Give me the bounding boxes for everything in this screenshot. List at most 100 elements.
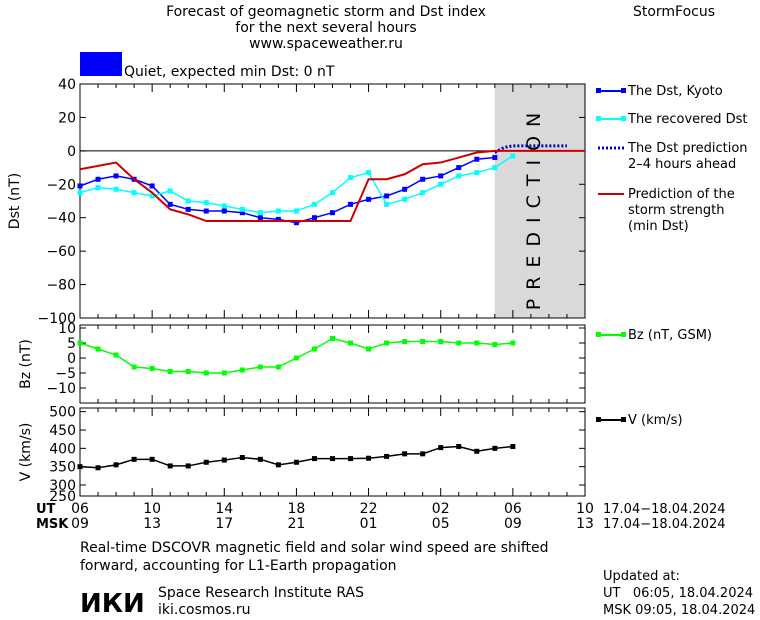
data-point-bz [77, 340, 83, 346]
data-point-kyoto [456, 165, 462, 171]
data-point-bz [311, 346, 317, 352]
data-point-recovered [420, 190, 426, 196]
institute-website: iki.cosmos.ru [158, 602, 250, 618]
y-tick-label: 20 [58, 110, 76, 126]
msk-tick-label: 21 [288, 516, 306, 532]
plot-frame [79, 407, 586, 497]
data-point-bz [257, 364, 263, 370]
data-point-kyoto [77, 183, 83, 189]
data-point-bz [330, 336, 335, 341]
y-tick-label: 350 [49, 460, 76, 476]
data-point-v [366, 455, 372, 461]
data-point-recovered [221, 203, 227, 209]
data-point-v [293, 459, 299, 465]
y-tick-label: 300 [49, 478, 76, 494]
data-point-bz [239, 367, 245, 373]
legend-marker-bz [596, 332, 601, 337]
legend-label-storm: (min Dst) [628, 219, 689, 234]
legend-marker-bz [621, 332, 626, 337]
legend-marker-v [596, 417, 601, 422]
data-point-recovered [348, 175, 354, 181]
y-tick-label: 450 [49, 423, 76, 439]
data-point-recovered [492, 165, 498, 171]
data-point-recovered [131, 190, 137, 196]
ut-tick-label: 02 [432, 501, 450, 517]
data-point-recovered [149, 193, 155, 199]
data-point-kyoto [311, 215, 317, 221]
data-point-recovered [185, 198, 191, 204]
y-tick-label: 250 [49, 489, 76, 505]
updated-msk: MSK 09:05, 18.04.2024 [603, 603, 755, 618]
series-line-prediction [494, 144, 567, 154]
legend-label-bz: Bz (nT, GSM) [628, 328, 712, 343]
data-point-kyoto [384, 193, 390, 199]
data-point-recovered [257, 210, 263, 216]
ut-axis-label: UT [36, 502, 56, 517]
updated-ut: UT 06:05, 18.04.2024 [603, 586, 753, 601]
data-point-bz [185, 369, 191, 374]
data-point-recovered [384, 201, 390, 207]
data-point-bz [131, 364, 137, 370]
data-point-bz [167, 369, 173, 374]
legend-marker-kyoto [621, 88, 626, 93]
data-point-recovered [366, 170, 372, 176]
msk-tick-label: 09 [71, 516, 89, 532]
data-point-bz [293, 355, 299, 361]
series-line-recovered [79, 155, 514, 214]
data-point-v [474, 448, 480, 454]
data-point-recovered [438, 181, 444, 187]
data-point-bz [474, 340, 480, 346]
ut-tick-label: 22 [360, 501, 378, 517]
legend-label-prediction: 2–4 hours ahead [628, 157, 736, 172]
footer-note-line2: forward, accounting for L1-Earth propaga… [80, 558, 397, 574]
ut-tick-label: 06 [504, 501, 522, 517]
data-point-v [456, 444, 462, 449]
data-point-v [420, 451, 426, 457]
data-point-recovered [311, 201, 317, 207]
data-point-bz [95, 346, 101, 352]
data-point-kyoto [402, 186, 408, 192]
legend: The Dst, Kyoto The recovered Dst The Dst p… [596, 84, 748, 428]
brand-name: StormFocus [633, 4, 715, 20]
updated-label: Updated at: [603, 569, 680, 584]
data-point-v [239, 455, 245, 460]
series-line-storm [79, 149, 585, 223]
data-point-kyoto [438, 173, 444, 179]
data-point-v [131, 456, 137, 462]
data-point-bz [221, 370, 227, 376]
data-point-v [257, 456, 263, 462]
msk-tick-label: 01 [360, 516, 378, 532]
institute-name: Space Research Institute RAS [158, 585, 364, 601]
data-point-recovered [77, 190, 83, 196]
y-axis-label: Dst (nT) [7, 173, 23, 229]
legend-label-storm: storm strength [628, 203, 725, 218]
data-point-v [77, 464, 83, 470]
data-point-kyoto [203, 208, 209, 214]
data-point-kyoto [330, 210, 335, 216]
data-point-v [492, 445, 498, 451]
data-point-bz [384, 340, 390, 346]
y-tick-label: −80 [46, 278, 76, 294]
y-tick-label: 500 [49, 405, 76, 421]
data-point-bz [438, 339, 444, 344]
data-point-kyoto [275, 216, 281, 222]
data-point-v [203, 459, 209, 465]
data-point-v [384, 453, 390, 459]
data-point-kyoto [113, 173, 119, 179]
chart-title-line3: www.spaceweather.ru [249, 36, 403, 52]
data-point-bz [149, 366, 155, 371]
data-point-bz [456, 340, 462, 346]
chart-title-line2: for the next several hours [235, 20, 416, 36]
data-point-bz [203, 370, 209, 376]
data-point-recovered [167, 188, 173, 194]
data-point-recovered [510, 153, 516, 159]
y-tick-label: 10 [58, 321, 76, 337]
data-point-v [438, 445, 444, 451]
data-point-kyoto [474, 156, 480, 162]
ut-tick-label: 06 [71, 501, 89, 517]
data-point-bz [492, 342, 498, 347]
data-point-kyoto [366, 196, 372, 202]
y-tick-label: 0 [67, 144, 76, 160]
y-tick-label: 400 [49, 441, 76, 457]
